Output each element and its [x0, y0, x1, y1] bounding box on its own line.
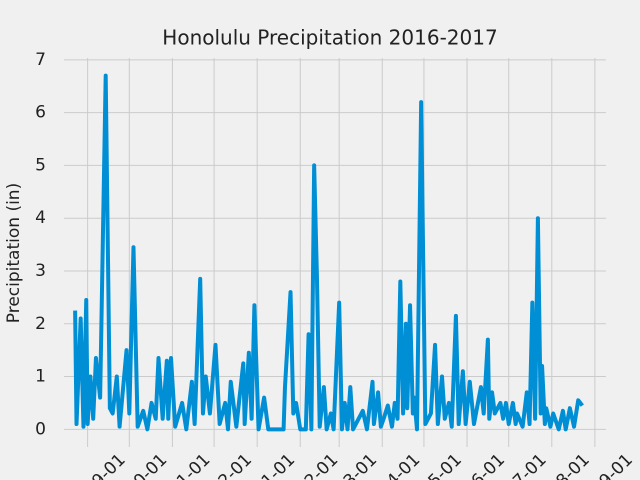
chart-title: Honolulu Precipitation 2016-2017	[162, 26, 497, 50]
y-tick-label: 1	[35, 367, 46, 387]
y-tick-label: 6	[35, 103, 46, 123]
y-tick-label: 5	[35, 155, 46, 175]
y-tick-label: 4	[35, 208, 46, 228]
y-tick-label: 3	[35, 261, 46, 281]
x-tick-label: 2016-09-01	[46, 450, 130, 480]
y-tick-label: 2	[35, 314, 46, 334]
y-tick-label: 0	[35, 419, 46, 439]
precipitation-line	[73, 73, 584, 432]
y-tick-label: 7	[35, 50, 46, 70]
y-axis-label: Precipitation (in)	[4, 183, 24, 323]
